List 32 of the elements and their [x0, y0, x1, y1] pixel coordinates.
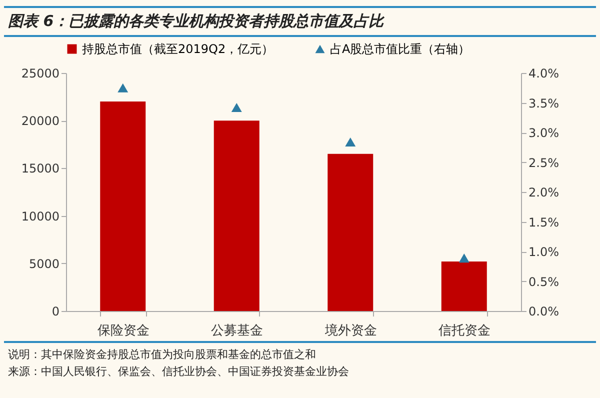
bar [441, 261, 487, 311]
y2-tick-label: 3.5% [528, 96, 559, 110]
x-tick-label: 保险资金 [97, 324, 150, 338]
y2-tick-label: 2.0% [528, 186, 559, 200]
point [118, 83, 128, 92]
text: 说明：其中保险资金持股总市值为投向股票和基金的总市值之和 [8, 347, 317, 363]
y2-tick-label: 0.0% [528, 304, 559, 318]
chart-title: 图表 6：已披露的各类专业机构投资者持股总市值及占比 [4, 6, 596, 37]
y2-tick-label: 4.0% [528, 66, 559, 80]
bar [328, 154, 374, 311]
y2-tick-label: 1.0% [528, 245, 559, 259]
y-tick-label: 20000 [21, 114, 60, 128]
point [345, 137, 356, 147]
x-tick-label: 公募基金 [211, 324, 264, 338]
y-tick-label: 5000 [28, 256, 60, 271]
bar [100, 102, 146, 311]
x-tick-label: 境外资金 [324, 322, 377, 338]
legend-label: 持股总市值（截至2019Q2，亿元） [82, 42, 274, 56]
y-tick-label: 25000 [21, 66, 60, 80]
legend-label: 占A股总市值比重（右轴） [330, 42, 470, 56]
point [231, 102, 242, 112]
y-tick-label: 0 [52, 304, 60, 318]
y-tick-label: 15000 [21, 162, 60, 176]
y2-tick-label: 3.0% [528, 126, 559, 140]
bar [214, 120, 260, 311]
y2-tick-label: 2.5% [528, 156, 559, 170]
y-tick-label: 10000 [21, 209, 60, 224]
y2-tick-label: 1.5% [528, 215, 559, 230]
y2-tick-label: 0.5% [528, 274, 559, 289]
x-tick-label: 信托资金 [438, 324, 491, 338]
source-note: 来源：中国人民银行、保监会、信托业协会、中国证券投资基金业协会 [8, 364, 350, 380]
point [458, 254, 470, 263]
